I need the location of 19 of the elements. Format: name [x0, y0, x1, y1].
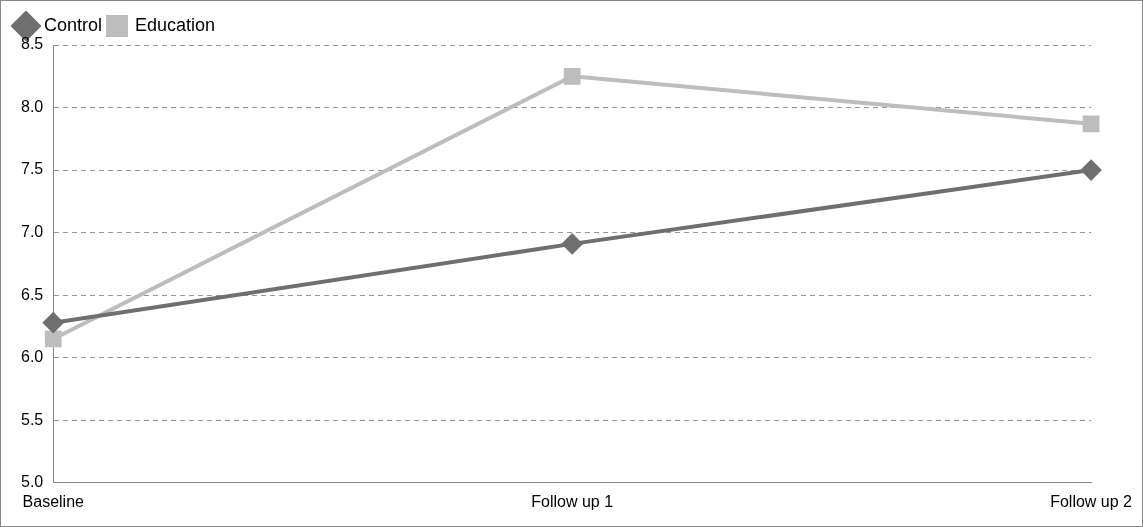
y-tick-label: 7.5	[20, 160, 44, 178]
y-tick-label: 6.0	[20, 348, 44, 366]
x-tick-label: Follow up 2	[1050, 492, 1133, 510]
legend-label: Education	[135, 14, 216, 35]
y-tick-label: 7.0	[20, 223, 44, 241]
point	[43, 312, 64, 333]
legend-label: Control	[44, 14, 103, 35]
y-tick-label: 8.5	[20, 35, 44, 53]
point	[562, 233, 583, 254]
y-tick-label: 5.5	[20, 410, 44, 428]
point	[44, 330, 62, 348]
y-tick-label: 6.5	[20, 285, 44, 303]
point	[1081, 160, 1102, 181]
y-tick-label: 8.0	[20, 97, 44, 115]
point	[563, 67, 581, 85]
x-tick-label: Follow up 1	[531, 492, 614, 510]
point	[1082, 115, 1100, 133]
x-tick-label: Baseline	[22, 492, 85, 510]
y-tick-label: 5.0	[20, 473, 44, 491]
